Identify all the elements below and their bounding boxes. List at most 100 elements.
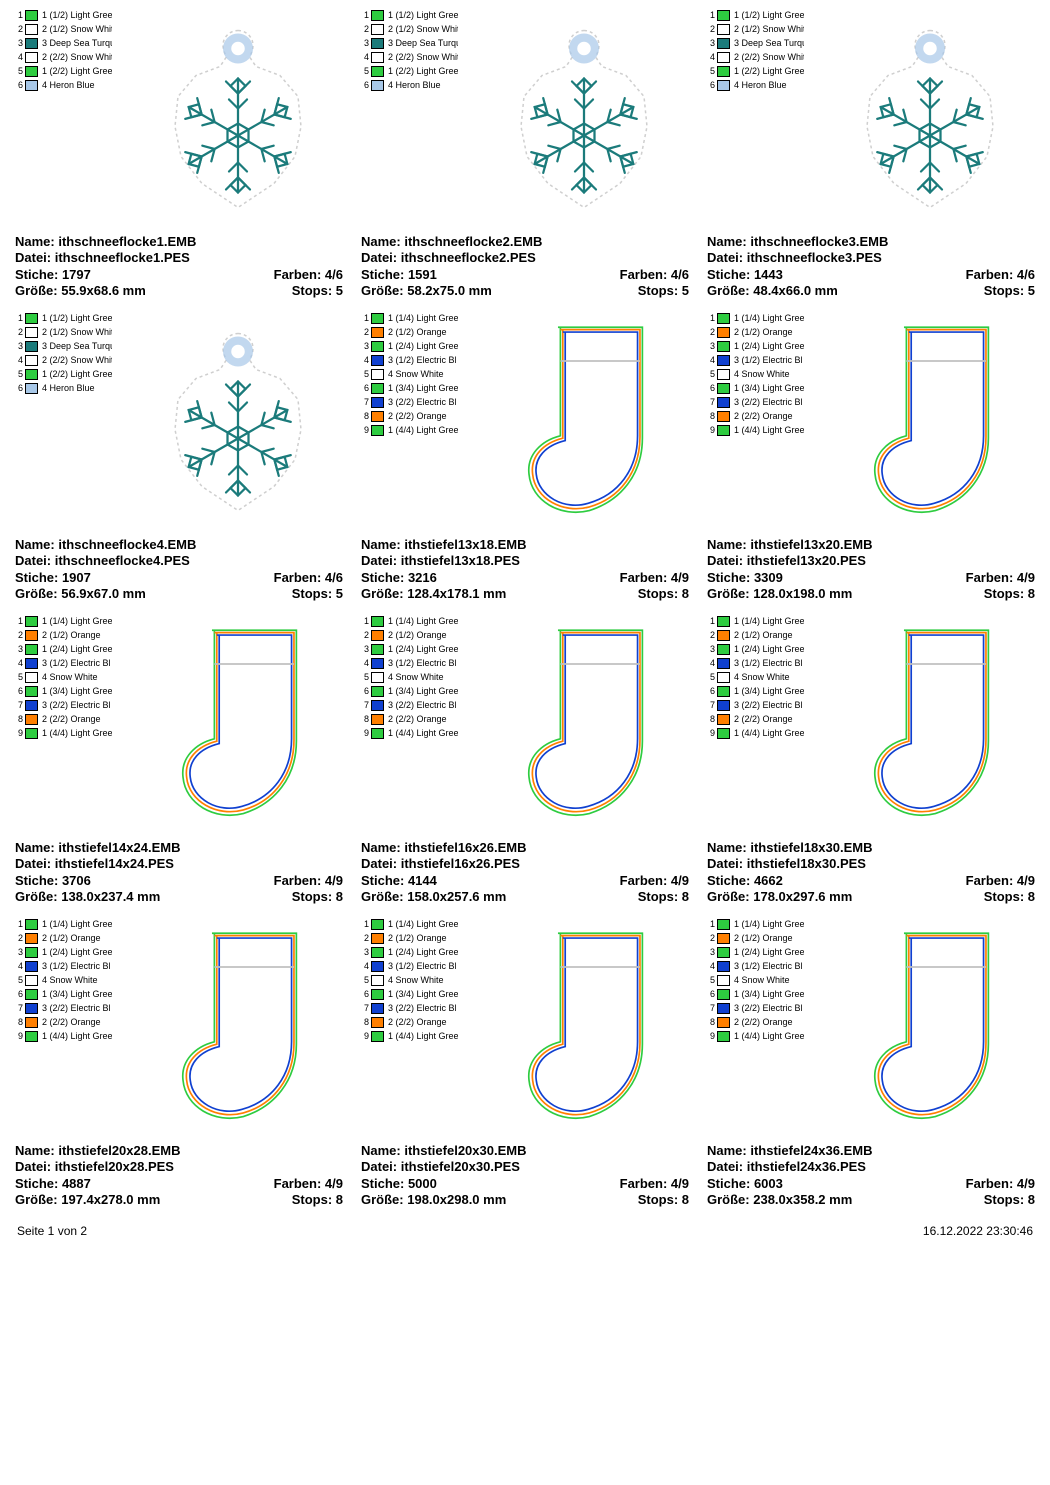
thread-num: 2 (707, 630, 715, 640)
thread-swatch (371, 658, 384, 669)
thread-label: 1 (4/4) Light Gree (388, 425, 458, 435)
thread-row: 64 Heron Blue (15, 383, 112, 394)
meta-row-stiche: Stiche: 4887 Farben: 4/9 (15, 1176, 343, 1192)
thread-num: 3 (707, 38, 715, 48)
thread-swatch (717, 1003, 730, 1014)
thread-row: 31 (2/4) Light Gree (361, 341, 458, 352)
thread-num: 4 (707, 52, 715, 62)
thread-row: 43 (1/2) Electric Bl (707, 355, 804, 366)
thread-label: 1 (3/4) Light Gree (388, 383, 458, 393)
thread-swatch (25, 355, 38, 366)
thread-row: 4 3 (1/2) Electric Bl (707, 961, 804, 972)
thread-row: 43 (1/2) Electric Bl (15, 961, 112, 972)
thread-row: 31 (2/4) Light Gree (707, 341, 804, 352)
thread-swatch (371, 728, 384, 739)
design-preview: 11 (1/2) Light Gree22 (1/2) Snow Whit33 … (361, 10, 689, 228)
thread-label: 1 (1/4) Light Gree (42, 616, 112, 626)
thread-num: 6 (707, 989, 715, 999)
thread-swatch (371, 1003, 384, 1014)
thread-swatch (25, 10, 38, 21)
thread-row: 73 (2/2) Electric Bl (707, 397, 804, 408)
thread-label: 3 Deep Sea Turqu (388, 38, 458, 48)
thread-num: 2 (707, 933, 715, 943)
thread-row: 82 (2/2) Orange (707, 714, 804, 725)
thread-num: 8 (15, 1017, 23, 1027)
thread-label: 1 (1/4) Light Gree (388, 919, 458, 929)
meta-datei: Datei: ithschneeflocke2.PES (361, 250, 689, 266)
thread-row: 54 Snow White (15, 672, 112, 683)
thread-swatch (371, 947, 384, 958)
meta-name: Name: ithstiefel20x30.EMB (361, 1143, 689, 1159)
thread-label: 2 (1/2) Orange (388, 933, 447, 943)
thread-num: 4 (707, 355, 715, 365)
design-image (479, 919, 689, 1137)
meta-datei: Datei: ithstiefel14x24.PES (15, 856, 343, 872)
thread-label: 3 (1/2) Electric Bl (388, 961, 457, 971)
thread-num: 5 (361, 975, 369, 985)
thread-num: 5 (15, 672, 23, 682)
meta-name: Name: ithstiefel13x20.EMB (707, 537, 1035, 553)
thread-row: 54 Snow White (361, 975, 458, 986)
design-image (825, 919, 1035, 1137)
meta-name: Name: ithstiefel13x18.EMB (361, 537, 689, 553)
thread-num: 7 (707, 1003, 715, 1013)
thread-num: 2 (707, 327, 715, 337)
thread-num: 3 (707, 644, 715, 654)
design-preview: 11 (1/4) Light Gree22 (1/2) Orange31 (2/… (707, 919, 1035, 1137)
design-preview: 11 (1/4) Light Gree22 (1/2) Orange31 (2/… (707, 313, 1035, 531)
thread-list: 11 (1/4) Light Gree22 (1/2) Orange31 (2/… (15, 919, 112, 1045)
thread-num: 1 (361, 313, 369, 323)
design-preview: 11 (1/4) Light Gree22 (1/2) Orange31 (2/… (15, 616, 343, 834)
thread-num: 7 (361, 397, 369, 407)
thread-swatch (371, 644, 384, 655)
thread-label: 1 (1/2) Light Gree (388, 10, 458, 20)
thread-num: 9 (15, 728, 23, 738)
thread-label: 1 (1/2) Light Gree (42, 313, 112, 323)
thread-swatch (717, 341, 730, 352)
thread-label: 2 (2/2) Orange (42, 714, 101, 724)
thread-label: 1 (4/4) Light Gree (388, 728, 458, 738)
thread-num: 5 (707, 369, 715, 379)
meta-row-stiche: Stiche: 3706 Farben: 4/9 (15, 873, 343, 889)
thread-num: 9 (707, 728, 715, 738)
thread-label: 3 (1/2) Electric Bl (734, 961, 803, 971)
thread-swatch (25, 24, 38, 35)
thread-num: 1 (15, 313, 23, 323)
meta-row-stiche: Stiche: 6003 Farben: 4/9 (707, 1176, 1035, 1192)
meta-datei: Datei: ithstiefel16x26.PES (361, 856, 689, 872)
thread-row: 22 (1/2) Snow Whit (15, 24, 112, 35)
thread-swatch (717, 1031, 730, 1042)
thread-label: 1 (2/2) Light Gree (734, 66, 804, 76)
thread-label: 2 (2/2) Orange (388, 714, 447, 724)
thread-list: 11 (1/2) Light Gree22 (1/2) Snow Whit33 … (15, 313, 112, 397)
thread-swatch (25, 658, 38, 669)
thread-swatch (371, 38, 384, 49)
thread-row: 22 (1/2) Orange (15, 933, 112, 944)
meta-row-stiche: Stiche: 1443 Farben: 4/6 (707, 267, 1035, 283)
thread-label: 1 (4/4) Light Gree (734, 425, 804, 435)
thread-label: 1 (3/4) Light Gree (42, 989, 112, 999)
design-meta: Name: ithschneeflocke3.EMB Datei: ithsch… (707, 234, 1035, 299)
thread-label: 2 (1/2) Orange (388, 630, 447, 640)
thread-label: 2 (1/2) Snow Whit (734, 24, 804, 34)
thread-num: 4 (707, 961, 715, 971)
thread-label: 3 (2/2) Electric Bl (734, 397, 803, 407)
thread-num: 4 (361, 961, 369, 971)
design-preview: 11 (1/2) Light Gree22 (1/2) Snow Whit33 … (707, 10, 1035, 228)
thread-num: 7 (361, 700, 369, 710)
thread-row: 11 (1/4) Light Gree (15, 919, 112, 930)
thread-row: 82 (2/2) Orange (707, 411, 804, 422)
thread-row: 43 (1/2) Electric Bl (15, 658, 112, 669)
design-meta: Name: ithschneeflocke2.EMB Datei: ithsch… (361, 234, 689, 299)
design-meta: Name: ithstiefel13x18.EMB Datei: ithstie… (361, 537, 689, 602)
thread-list: 11 (1/4) Light Gree22 (1/2) Orange31 (2/… (707, 919, 804, 1045)
thread-label: 3 Deep Sea Turqu (42, 341, 112, 351)
thread-swatch (371, 989, 384, 1000)
thread-row: 73 (2/2) Electric Bl (15, 1003, 112, 1014)
thread-label: 2 (1/2) Orange (42, 630, 101, 640)
thread-row: 51 (2/2) Light Gree (361, 66, 458, 77)
design-preview: 11 (1/2) Light Gree22 (1/2) Snow Whit33 … (15, 10, 343, 228)
thread-label: 3 (2/2) Electric Bl (388, 397, 457, 407)
design-image (133, 10, 343, 228)
thread-label: 1 (2/2) Light Gree (42, 369, 112, 379)
